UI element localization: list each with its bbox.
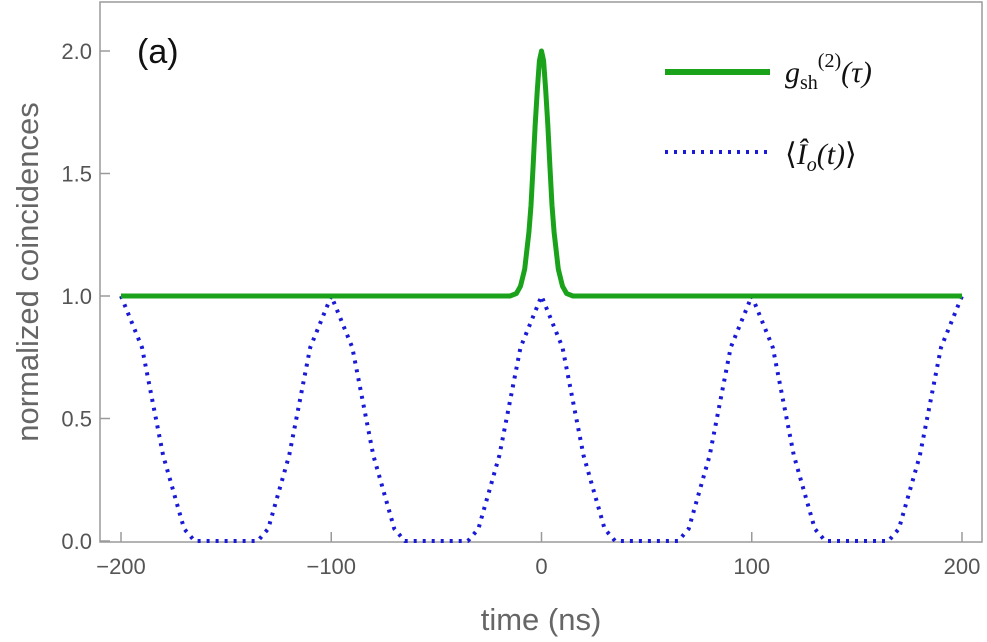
legend-gsh-sup: (2) <box>818 50 841 72</box>
x-tick-label: −200 <box>96 554 146 579</box>
x-tick-label: 0 <box>535 554 547 579</box>
legend-gsh-sub: sh <box>800 72 818 94</box>
y-tick-label: 1.5 <box>61 162 92 187</box>
series-line-gsh <box>121 48 962 299</box>
y-tick-label: 1.0 <box>61 284 92 309</box>
legend: gsh(2)(τ) ⟨Îo(t)⟩ <box>665 50 872 176</box>
x-axis-label: time (ns) <box>481 602 602 637</box>
x-axis-ticks: −200 −100 0 100 200 <box>96 532 980 579</box>
y-tick-label: 0.0 <box>61 529 92 554</box>
legend-label-gsh: gsh(2)(τ) <box>785 50 872 94</box>
legend-label-intensity: ⟨Îo(t)⟩ <box>785 138 857 176</box>
legend-int-arg: (t) <box>817 138 845 171</box>
series-line-intensity <box>119 294 964 543</box>
series-layer <box>119 48 964 543</box>
y-axis-label: normalized coincidences <box>10 102 45 441</box>
legend-gsh-arg: (τ) <box>841 56 872 89</box>
y-tick-label: 0.5 <box>61 407 92 432</box>
y-axis-ticks: 0.0 0.5 1.0 1.5 2.0 <box>61 39 110 554</box>
legend-int-close: ⟩ <box>845 138 857 171</box>
panel-label: (a) <box>137 33 179 71</box>
x-tick-label: 200 <box>944 554 981 579</box>
x-tick-label: 100 <box>733 554 770 579</box>
legend-int-base: Î <box>796 138 809 171</box>
legend-gsh-base: g <box>785 56 800 89</box>
x-tick-label: −100 <box>306 554 356 579</box>
y-tick-label: 2.0 <box>61 39 92 64</box>
legend-int-open: ⟨ <box>785 138 797 171</box>
legend-int-sub: o <box>807 154 817 176</box>
